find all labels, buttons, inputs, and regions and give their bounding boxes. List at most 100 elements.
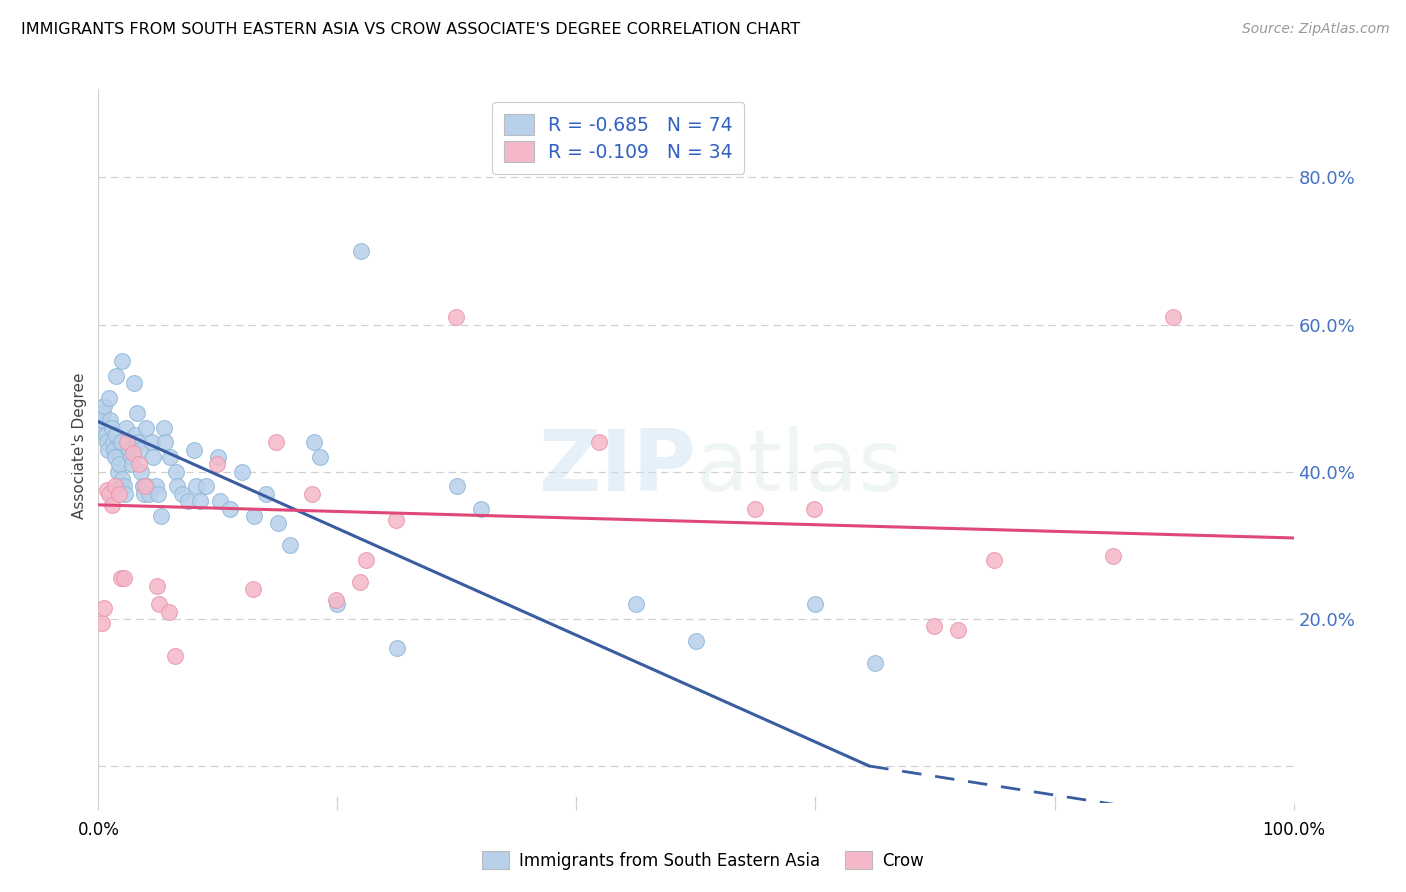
Point: [97, 442, 120, 457]
Point: [326, 597, 349, 611]
Point: [107, 458, 129, 472]
Legend: R = -0.685   N = 74, R = -0.109   N = 34: R = -0.685 N = 74, R = -0.109 N = 34: [492, 103, 744, 174]
Point: [186, 479, 208, 493]
Point: [194, 479, 218, 493]
Text: 0.0%: 0.0%: [77, 822, 120, 839]
Point: [98, 487, 121, 501]
Point: [165, 465, 187, 479]
Point: [444, 310, 467, 325]
Point: [188, 494, 211, 508]
Point: [108, 479, 131, 493]
Point: [302, 435, 325, 450]
Text: Source: ZipAtlas.com: Source: ZipAtlas.com: [1241, 22, 1389, 37]
Point: [349, 575, 371, 590]
Point: [177, 494, 200, 508]
Point: [446, 479, 468, 493]
Point: [243, 508, 266, 523]
Point: [89, 413, 111, 427]
Point: [131, 465, 153, 479]
Point: [148, 487, 170, 501]
Point: [209, 494, 232, 508]
Point: [104, 450, 127, 464]
Point: [1102, 549, 1125, 564]
Point: [138, 487, 160, 501]
Point: [588, 435, 610, 450]
Point: [134, 479, 156, 493]
Point: [100, 498, 122, 512]
Point: [141, 435, 163, 450]
Point: [110, 571, 132, 585]
Point: [121, 458, 143, 472]
Point: [115, 435, 138, 450]
Point: [301, 487, 323, 501]
Point: [120, 450, 142, 464]
Point: [98, 391, 121, 405]
Point: [91, 406, 114, 420]
Point: [922, 619, 945, 633]
Point: [100, 420, 122, 434]
Point: [124, 376, 146, 391]
Point: [744, 501, 766, 516]
Point: [146, 579, 169, 593]
Point: [115, 420, 138, 434]
Point: [91, 413, 114, 427]
Point: [93, 399, 115, 413]
Point: [205, 458, 228, 472]
Point: [142, 450, 165, 464]
Point: [149, 508, 172, 523]
Point: [145, 479, 167, 493]
Point: [983, 553, 1005, 567]
Y-axis label: Associate's Degree: Associate's Degree: [72, 373, 87, 519]
Point: [129, 442, 152, 457]
Legend: Immigrants from South Eastern Asia, Crow: Immigrants from South Eastern Asia, Crow: [475, 845, 931, 877]
Point: [122, 446, 145, 460]
Point: [128, 458, 150, 472]
Point: [96, 435, 118, 450]
Point: [354, 553, 377, 567]
Point: [242, 582, 264, 597]
Point: [155, 435, 177, 450]
Point: [626, 597, 648, 611]
Point: [132, 487, 155, 501]
Point: [946, 623, 969, 637]
Point: [104, 479, 127, 493]
Point: [112, 479, 135, 493]
Point: [803, 501, 825, 516]
Point: [125, 406, 148, 420]
Point: [105, 428, 128, 442]
Point: [278, 538, 301, 552]
Point: [107, 465, 129, 479]
Point: [136, 479, 159, 493]
Point: [350, 244, 373, 258]
Point: [90, 420, 112, 434]
Point: [135, 420, 157, 434]
Point: [98, 413, 122, 427]
Text: 100.0%: 100.0%: [1263, 822, 1324, 839]
Point: [114, 487, 136, 501]
Point: [685, 634, 707, 648]
Point: [804, 597, 827, 611]
Point: [111, 354, 134, 368]
Text: atlas: atlas: [696, 425, 904, 509]
Point: [163, 648, 186, 663]
Point: [131, 479, 153, 493]
Point: [153, 420, 176, 434]
Point: [1161, 310, 1184, 325]
Point: [103, 442, 125, 457]
Point: [231, 465, 253, 479]
Text: ZIP: ZIP: [538, 425, 696, 509]
Point: [93, 600, 115, 615]
Point: [111, 472, 134, 486]
Point: [157, 605, 180, 619]
Point: [101, 435, 124, 450]
Point: [148, 597, 170, 611]
Point: [470, 501, 492, 516]
Point: [172, 487, 194, 501]
Point: [105, 369, 128, 384]
Point: [266, 435, 288, 450]
Point: [267, 516, 290, 531]
Point: [308, 450, 330, 464]
Point: [385, 512, 408, 526]
Point: [94, 428, 117, 442]
Point: [110, 435, 132, 450]
